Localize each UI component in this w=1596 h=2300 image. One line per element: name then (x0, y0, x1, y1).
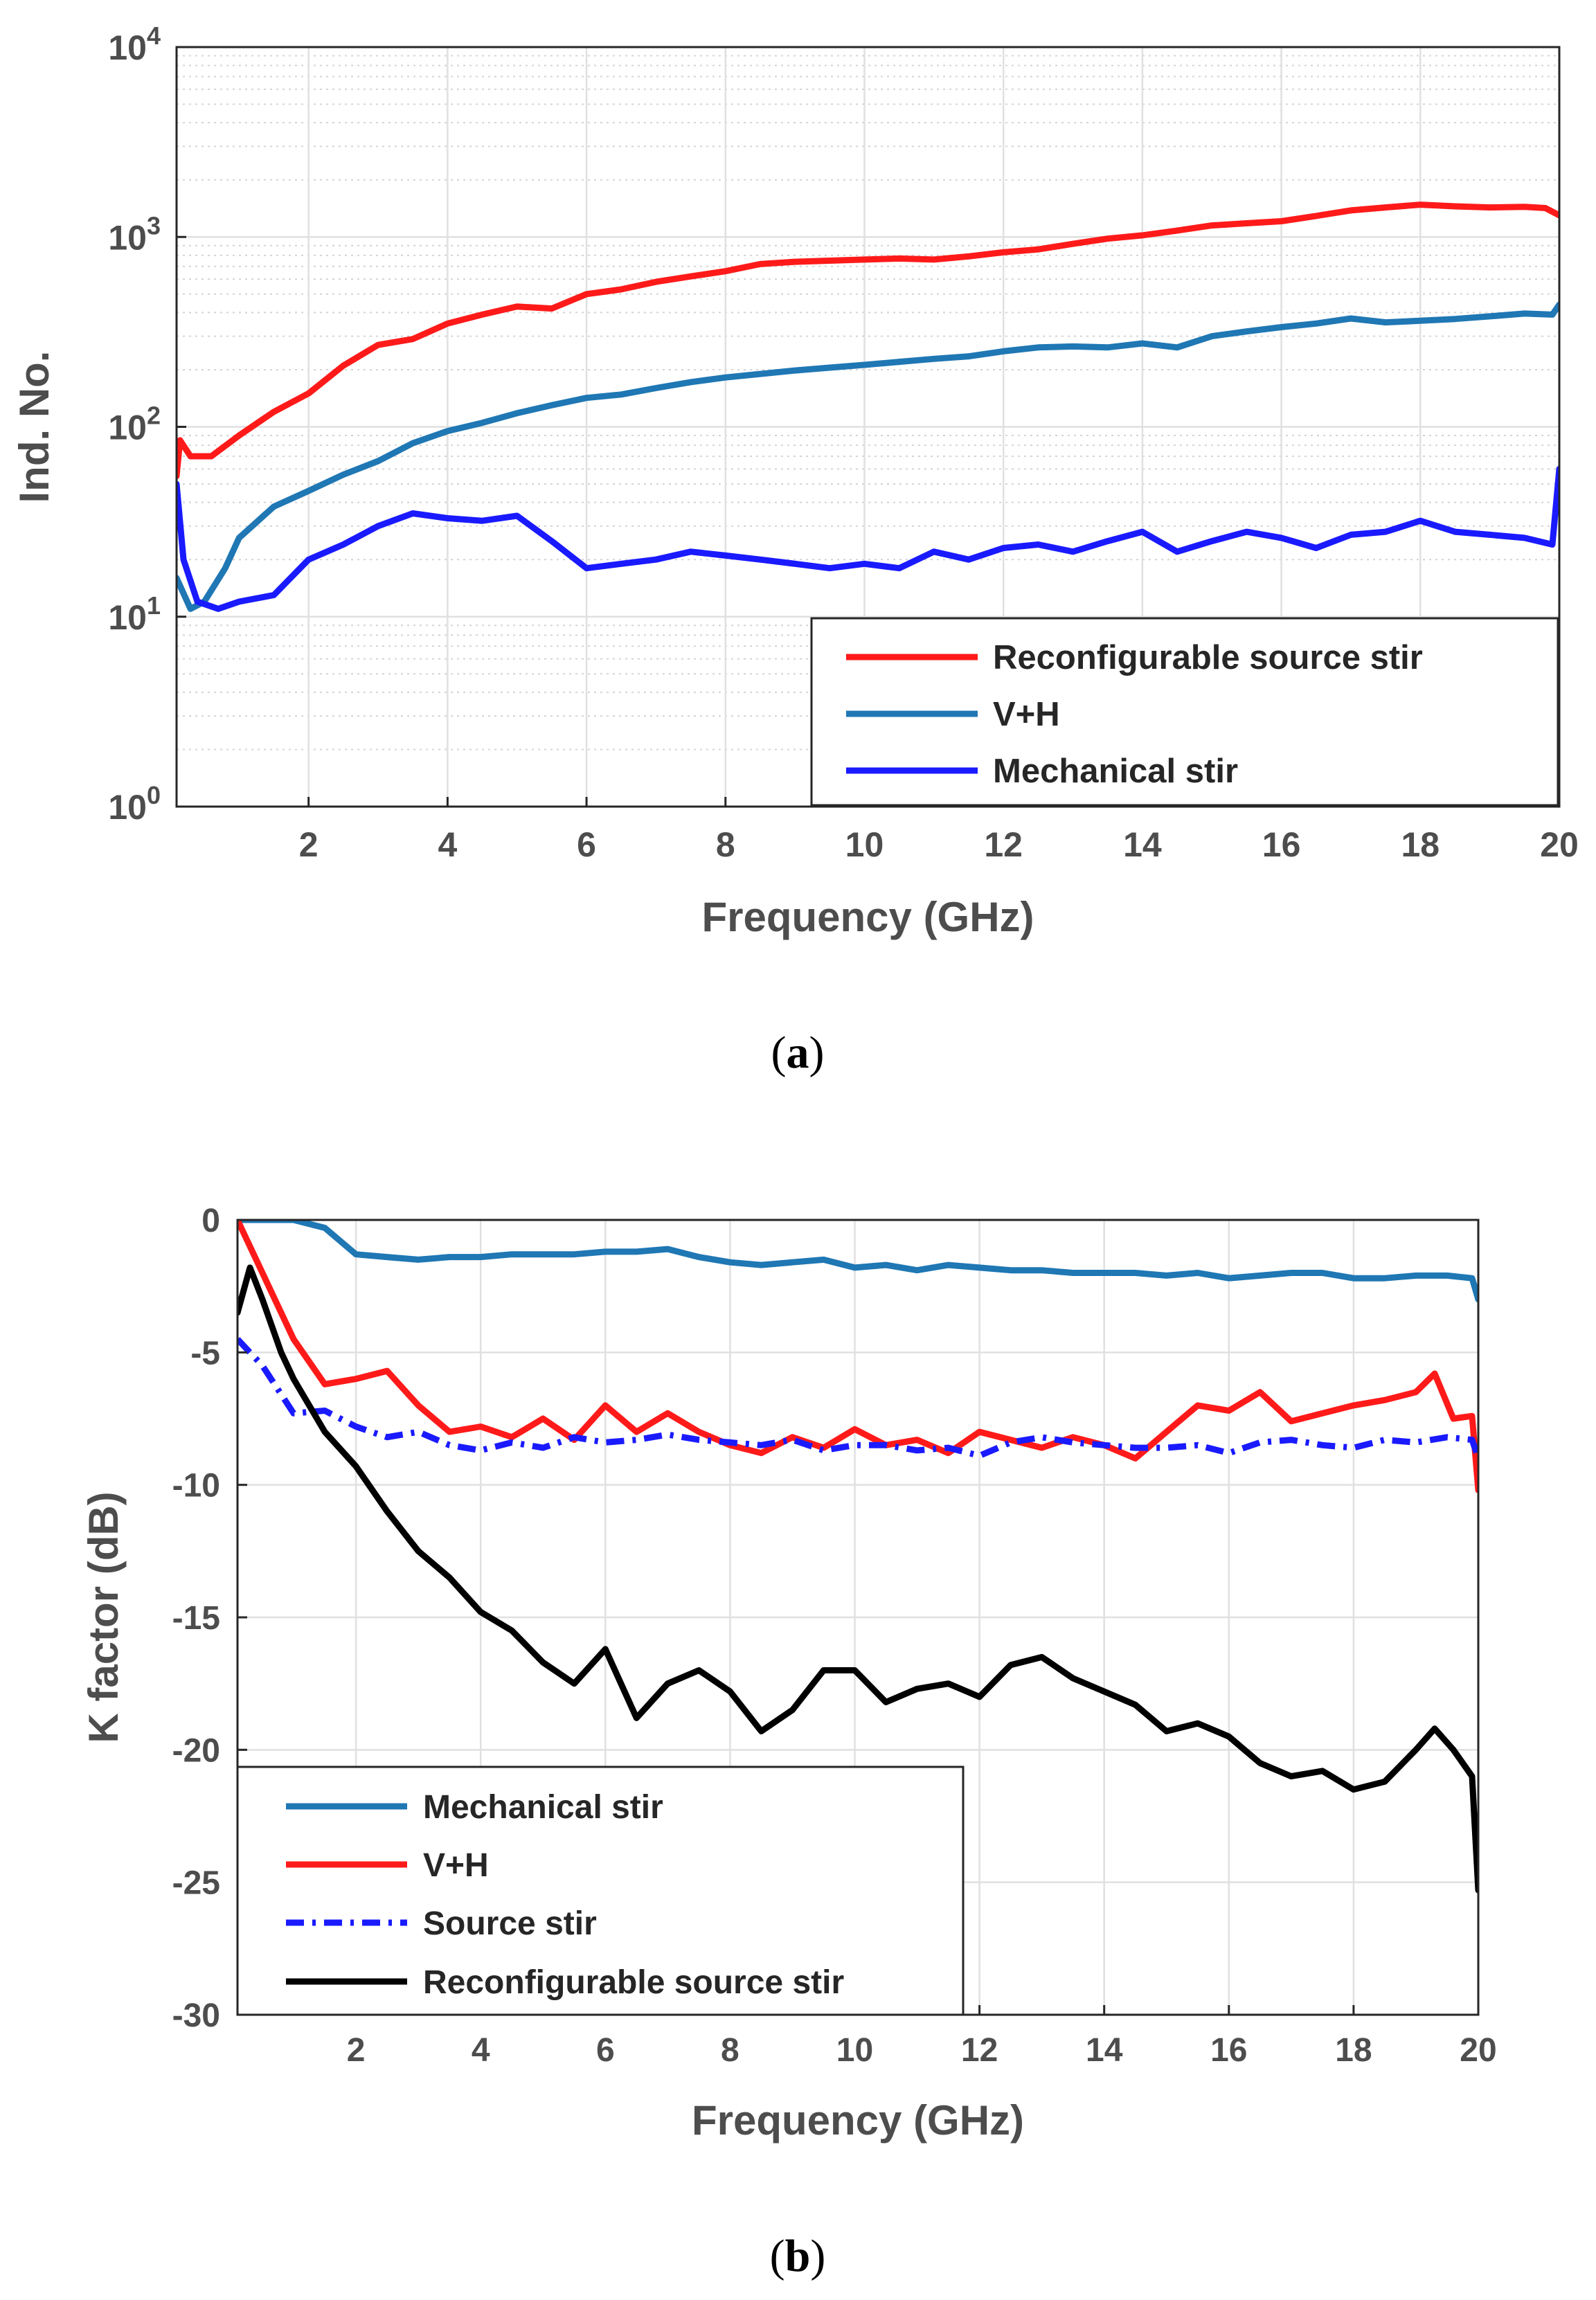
y-tick-label: -10 (172, 1468, 220, 1504)
x-tick-label: 14 (1123, 825, 1162, 864)
x-tick-label: 4 (438, 825, 457, 864)
x-tick-label: 12 (961, 2032, 998, 2069)
y-tick-label: 0 (201, 1203, 220, 1239)
legend-label: Mechanical stir (423, 1789, 663, 1826)
chart-b: 2 4 6 8 10 12 14 16 18 20 0 -5 -10 -15 -20 -25 -30 Freque… (80, 1203, 1497, 2281)
x-axis-label: Frequency (GHz) (692, 2097, 1024, 2144)
legend-label: Mechanical stir (993, 753, 1238, 790)
x-tick-label: 16 (1210, 2032, 1247, 2069)
legend-label: Source stir (423, 1905, 597, 1942)
x-tick-label: 2 (299, 825, 319, 864)
y-tick-label: 100 (108, 781, 161, 827)
x-tick-label: 8 (721, 2032, 739, 2069)
x-tick-label: 20 (1540, 825, 1579, 864)
legend: Reconfigurable source stir V+H Mechanical … (810, 617, 1559, 807)
y-axis-label: Ind. No. (11, 351, 57, 503)
y-tick-label: -30 (172, 1997, 220, 2034)
legend: Mechanical stir V+H Source stir Reconfigura… (236, 1766, 965, 2016)
series-line-mechanical-stir (237, 1220, 1478, 1303)
series-group (177, 201, 1559, 612)
series-line-reconfigurable-source-stir (237, 1264, 1478, 1894)
series-line-source-stir (237, 1337, 1478, 1459)
legend-label: Reconfigurable source stir (423, 1964, 844, 2001)
chart-a: 2 4 6 8 10 12 14 16 18 20 100 101 102 103 104 Frequency… (11, 21, 1579, 1078)
series-line-mechanical-stir (177, 465, 1559, 612)
x-tick-label: 8 (716, 825, 735, 864)
y-tick-label: -25 (172, 1865, 220, 1902)
legend-label: Reconfigurable source stir (993, 639, 1423, 676)
y-tick-label: -20 (172, 1732, 220, 1769)
x-tick-label: 6 (596, 2032, 615, 2069)
series-group (237, 1220, 1478, 1894)
x-tick-label: 18 (1335, 2032, 1372, 2069)
y-axis-label: K factor (dB) (80, 1491, 127, 1743)
series-line-reconfigurable-source-stir (177, 201, 1559, 480)
x-tick-label: 20 (1460, 2032, 1496, 2069)
x-tick-label: 4 (472, 2032, 490, 2069)
y-tick-label: 103 (108, 211, 161, 257)
y-tick-label: -15 (172, 1600, 220, 1637)
y-tick-label: -5 (190, 1335, 220, 1372)
x-tick-label: 16 (1262, 825, 1301, 864)
legend-label: V+H (993, 696, 1060, 733)
legend-label: V+H (423, 1847, 489, 1884)
y-tick-label: 104 (108, 21, 161, 67)
x-tick-label: 10 (836, 2032, 873, 2069)
x-tick-label: 14 (1086, 2032, 1123, 2069)
x-tick-label: 2 (347, 2032, 366, 2069)
series-line-v-h (177, 301, 1559, 612)
panel-caption: (b) (770, 2231, 826, 2281)
x-tick-label: 6 (577, 825, 596, 864)
y-tick-label: 102 (108, 402, 161, 447)
x-tick-label: 12 (984, 825, 1023, 864)
x-tick-label: 18 (1401, 825, 1440, 864)
x-axis-label: Frequency (GHz) (701, 894, 1034, 940)
y-tick-label: 101 (108, 591, 161, 637)
panel-caption: (a) (771, 1027, 825, 1078)
x-tick-label: 10 (845, 825, 884, 864)
